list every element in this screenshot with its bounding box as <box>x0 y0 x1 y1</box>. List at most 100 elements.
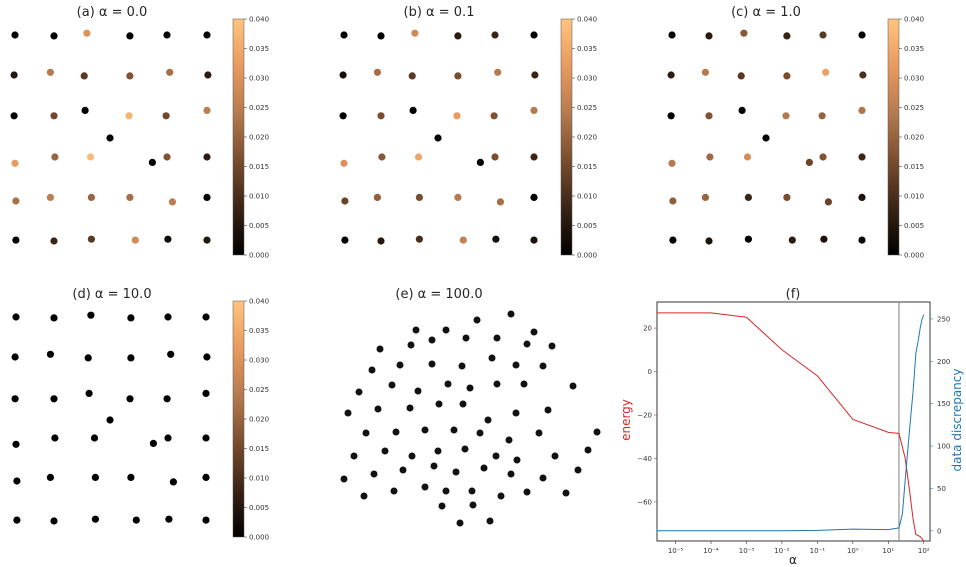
data-discrepancy-line <box>657 314 925 532</box>
scatter-point <box>392 428 400 436</box>
scatter-point <box>50 395 58 403</box>
scatter-point <box>12 197 20 205</box>
x-tick-label: 10⁻³ <box>739 547 755 555</box>
scatter-point <box>539 362 547 370</box>
scatter-point <box>46 68 55 76</box>
scatter-point <box>783 72 791 80</box>
scatter-point <box>13 516 21 524</box>
colorbar-tick-label: 0.020 <box>249 134 269 142</box>
scatter-point <box>12 313 20 321</box>
scatter-point <box>507 310 515 318</box>
scatter-point <box>163 31 171 39</box>
y-right-tick-label: 0 <box>937 527 941 535</box>
scatter-point <box>340 475 348 483</box>
scatter-point <box>127 473 135 481</box>
scatter-point <box>497 492 505 500</box>
scatter-point <box>126 72 134 80</box>
scatter-point <box>818 112 826 120</box>
scatter-point <box>163 153 171 161</box>
x-tick-label: 10¹ <box>882 547 894 555</box>
scatter-point <box>373 68 381 76</box>
scatter-point <box>458 362 466 370</box>
scatter-point <box>202 389 210 397</box>
scatter-point <box>491 153 499 161</box>
scatter-point <box>450 426 458 434</box>
scatter-point <box>407 341 415 349</box>
scatter-point <box>415 235 423 243</box>
scatter-point <box>859 71 867 79</box>
panel-d: (d) α = 10.0 0.000 0.005 0.010 0.015 0.020 0.0… <box>11 287 269 542</box>
scatter-point <box>530 31 538 39</box>
x-tick-label: 10⁻² <box>774 547 790 555</box>
colorbar-tick-label: 0.005 <box>249 222 269 230</box>
scatter-point <box>166 68 174 76</box>
scatter-point <box>350 452 358 460</box>
scatter-point <box>493 380 501 388</box>
colorbar-tick-label: 0.000 <box>249 534 269 542</box>
scatter-point <box>520 380 528 388</box>
scatter-point <box>126 32 134 40</box>
scatter-point <box>669 236 677 244</box>
scatter-point <box>84 354 92 362</box>
scatter-point <box>668 31 676 39</box>
colorbar-tick-label: 0.005 <box>577 222 597 230</box>
scatter-point <box>85 389 93 397</box>
colorbar <box>887 18 900 256</box>
scatter-point <box>341 236 349 244</box>
panel-b: (b) α = 0.1 0.000 0.005 0.010 0.015 0.020 0.02… <box>339 5 597 260</box>
scatter-point <box>106 416 114 424</box>
scatter-point <box>494 68 502 76</box>
scatter-point <box>819 153 827 161</box>
scatter-point <box>737 72 745 80</box>
scatter-point <box>783 32 791 40</box>
colorbar-tick-label: 0.040 <box>577 16 597 24</box>
scatter-point <box>202 313 210 321</box>
energy-line <box>657 312 925 542</box>
scatter-point <box>452 468 460 476</box>
scatter-point <box>399 466 407 474</box>
y-left-axis-label: energy <box>619 399 633 441</box>
scatter-point <box>80 72 88 80</box>
scatter-point <box>705 237 713 245</box>
scatter-point <box>46 473 55 481</box>
scatter-point <box>87 193 95 201</box>
colorbar-tick-label: 0.000 <box>577 252 597 260</box>
scatter-point <box>454 193 462 201</box>
scatter-point <box>530 328 538 336</box>
x-tick-label: 10⁰ <box>847 547 859 555</box>
colorbar-tick-label: 0.030 <box>904 75 924 83</box>
scatter-point <box>858 31 866 39</box>
panel-e: (e) α = 100.0 <box>340 287 601 527</box>
scatter-point <box>705 32 713 40</box>
panel-title: (c) α = 1.0 <box>731 5 801 20</box>
scatter-point <box>355 388 363 396</box>
panel-f: (f)10⁻⁵ 10⁻⁴ 10⁻³ 10⁻² 10⁻¹ 10⁰ 10¹ 10²α200−20−… <box>619 287 964 567</box>
scatter-point <box>87 311 95 319</box>
scatter-point <box>824 198 833 206</box>
scatter-point <box>744 235 753 243</box>
scatter-point <box>491 31 499 39</box>
scatter-point <box>668 159 676 167</box>
scatter-point <box>370 470 378 478</box>
y-left-tick-label: −40 <box>637 455 652 463</box>
scatter-point <box>593 428 601 436</box>
scatter-point <box>50 112 58 120</box>
y-left-tick-label: −20 <box>637 411 652 419</box>
scatter-point <box>377 32 385 40</box>
scatter-point <box>421 426 429 434</box>
scatter-point <box>10 71 18 79</box>
scatter-point <box>667 71 675 79</box>
colorbar-tick-label: 0.020 <box>904 134 924 142</box>
colorbar-tick-label: 0.025 <box>904 104 924 112</box>
scatter-point <box>203 153 211 161</box>
scatter-point <box>202 516 210 524</box>
panel-c: (c) α = 1.0 0.000 0.005 0.010 0.015 0.020 0.02… <box>667 5 924 260</box>
scatter-point <box>507 470 515 478</box>
scatter-point <box>459 236 467 244</box>
scatter-point <box>203 31 211 39</box>
scatter-point <box>411 29 419 37</box>
colorbar-tick-label: 0.040 <box>904 16 924 24</box>
scatter-point <box>462 334 470 342</box>
scatter-point <box>428 336 436 344</box>
